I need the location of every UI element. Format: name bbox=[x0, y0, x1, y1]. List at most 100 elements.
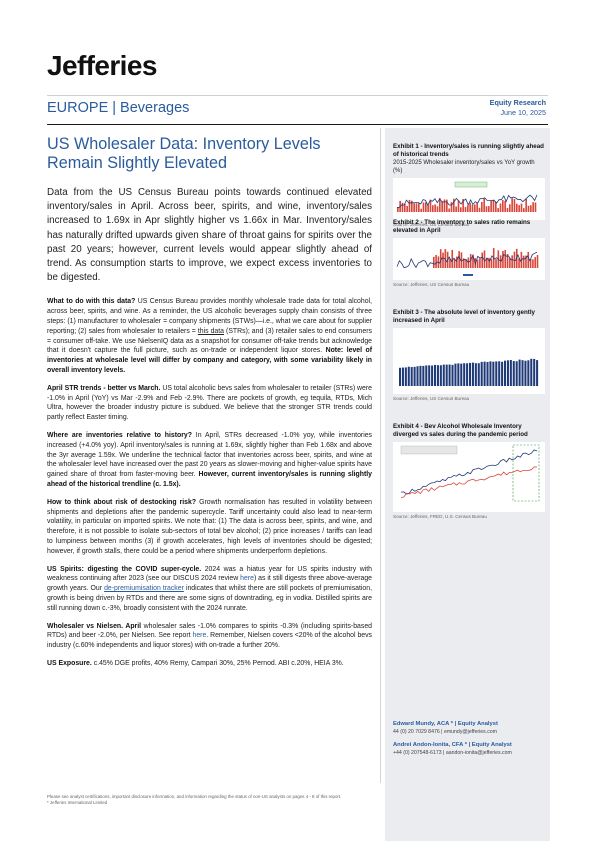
nielsen-report-link[interactable]: here bbox=[192, 632, 207, 640]
analyst-name: Andrei Andon-Ionita, CFA * bbox=[393, 742, 467, 748]
chart-bar bbox=[481, 202, 483, 213]
chart-bar bbox=[442, 364, 445, 386]
chart-bar bbox=[419, 365, 422, 386]
exhibit-3: Exhibit 3 - The absolute level of invent… bbox=[393, 309, 545, 401]
chart-bar bbox=[415, 203, 418, 213]
chart-bar bbox=[499, 255, 502, 268]
chart-bar bbox=[455, 206, 457, 213]
analyst-role: | Equity Analyst bbox=[453, 721, 498, 727]
chart-bar bbox=[425, 365, 428, 386]
analyst-1: Edward Mundy, ACA * | Equity Analyst bbox=[393, 720, 545, 728]
section-wholesaler-nielsen: Wholesaler vs Nielsen. April wholesaler … bbox=[47, 622, 372, 651]
chart-bar bbox=[439, 365, 442, 386]
chart-bar bbox=[474, 363, 477, 386]
header-rule bbox=[47, 95, 548, 96]
chart-bar bbox=[434, 204, 436, 213]
section-lead: Where are inventories relative to histor… bbox=[47, 431, 192, 439]
legend-swatch bbox=[463, 274, 473, 276]
census-data-link[interactable]: this data bbox=[197, 327, 225, 335]
chart-bar bbox=[457, 200, 460, 213]
exhibit-4-chart bbox=[393, 442, 545, 512]
chart-bar bbox=[502, 250, 504, 268]
chart-bar bbox=[460, 363, 463, 386]
lede-paragraph: Data from the US Census Bureau points to… bbox=[47, 187, 372, 284]
chart-bar bbox=[457, 363, 460, 386]
exhibit-2-chart bbox=[393, 238, 545, 280]
chart-bar bbox=[518, 205, 520, 213]
chart-bar bbox=[536, 360, 539, 386]
chart-bar bbox=[422, 365, 425, 386]
section-text: US Census Bureau provides monthly wholes… bbox=[47, 298, 372, 335]
chart-bar bbox=[501, 361, 504, 386]
chart-bar bbox=[495, 202, 497, 213]
analyst-role: | Equity Analyst bbox=[466, 742, 512, 748]
exhibit-title: Exhibit 3 - The absolute level of invent… bbox=[393, 309, 535, 324]
chart-bar bbox=[504, 201, 506, 213]
chart-bar bbox=[495, 361, 498, 386]
report-type: Equity Research bbox=[489, 98, 546, 107]
chart-bar bbox=[422, 202, 425, 213]
exhibit-title: Exhibit 4 - Bev Alcohol Wholesale Invent… bbox=[393, 423, 528, 438]
chart-bar bbox=[480, 361, 483, 386]
section-destocking: How to think about risk of destocking ri… bbox=[47, 498, 372, 557]
chart-bar bbox=[522, 255, 525, 268]
highlight-box bbox=[512, 444, 540, 502]
analyst-name: Edward Mundy, ACA * bbox=[393, 721, 454, 727]
exhibit-3-chart bbox=[393, 328, 545, 394]
chart-bar bbox=[520, 203, 523, 213]
chart-bar bbox=[416, 366, 419, 386]
exhibit-1: Exhibit 1 - Inventory/sales is running s… bbox=[393, 143, 545, 227]
section-text: (STRs); and (3) retailer sales to end co… bbox=[47, 327, 372, 355]
chart-bar bbox=[407, 366, 410, 386]
section-april-str: April STR trends - better vs March. US t… bbox=[47, 384, 372, 423]
chart-bar bbox=[483, 250, 486, 268]
chart-bar bbox=[456, 256, 458, 268]
chart-bar bbox=[425, 202, 427, 213]
chart-bar bbox=[525, 255, 527, 268]
chart-bar bbox=[509, 258, 511, 268]
depremiumisation-tracker-link[interactable]: de-premiumisation tracker bbox=[104, 585, 184, 593]
exhibit-source: Source: Jefferies, US Census Bureau bbox=[393, 396, 470, 401]
analyst-contact[interactable]: +44 (0) 207548-6173 | aandon-ionita@jeff… bbox=[393, 750, 512, 756]
chart-bar bbox=[444, 249, 447, 268]
sector-label: EUROPE | Beverages bbox=[47, 100, 190, 116]
chart-bar bbox=[413, 203, 415, 213]
chart-bar bbox=[524, 360, 527, 386]
section-lead: What to do with this data? bbox=[47, 298, 136, 306]
chart-bar bbox=[534, 202, 537, 213]
chart-bar bbox=[448, 364, 451, 386]
chart-bar bbox=[436, 365, 439, 386]
chart-bar bbox=[515, 361, 518, 386]
chart-bar bbox=[434, 364, 437, 386]
chart-bar bbox=[404, 367, 407, 386]
section-lead: How to think about risk of destocking ri… bbox=[47, 498, 197, 506]
analyst-contact[interactable]: 44 (0) 20 7029 8476 | emundy@jefferies.c… bbox=[393, 729, 497, 735]
chart-bar bbox=[458, 251, 460, 268]
section-text: In April, STRs decreased -1.0% yoy, whil… bbox=[47, 431, 373, 479]
chart-bar bbox=[490, 258, 493, 268]
discus-review-link[interactable]: here bbox=[240, 575, 254, 583]
section-text: . Remember, Nielsen covers <20% of the a… bbox=[47, 632, 372, 650]
footer-note: * Jefferies International Limited bbox=[47, 800, 108, 805]
chart-bar bbox=[504, 360, 507, 386]
chart-bar bbox=[463, 363, 466, 386]
chart-bar bbox=[478, 207, 481, 213]
chart-bar bbox=[418, 203, 420, 213]
chart-bar bbox=[399, 367, 402, 386]
annotation-box bbox=[454, 181, 488, 188]
chart-bar bbox=[525, 199, 527, 213]
chart-bar bbox=[453, 198, 455, 213]
chart-bar bbox=[446, 199, 448, 213]
chart-bar bbox=[481, 252, 483, 268]
chart-bar bbox=[451, 364, 454, 386]
inventory-line bbox=[400, 449, 538, 495]
section-note: However, current inventory/sales is runn… bbox=[47, 471, 372, 488]
chart-bar bbox=[448, 208, 450, 213]
chart-bar bbox=[483, 198, 485, 213]
exhibit-2: Exhibit 2 - The inventory to sales ratio… bbox=[393, 219, 545, 287]
chart-bar bbox=[471, 362, 474, 386]
jefferies-logo: Jefferies bbox=[47, 50, 157, 81]
chart-bar bbox=[404, 204, 406, 213]
chart-bar bbox=[530, 205, 532, 213]
chart-bar bbox=[527, 360, 530, 386]
